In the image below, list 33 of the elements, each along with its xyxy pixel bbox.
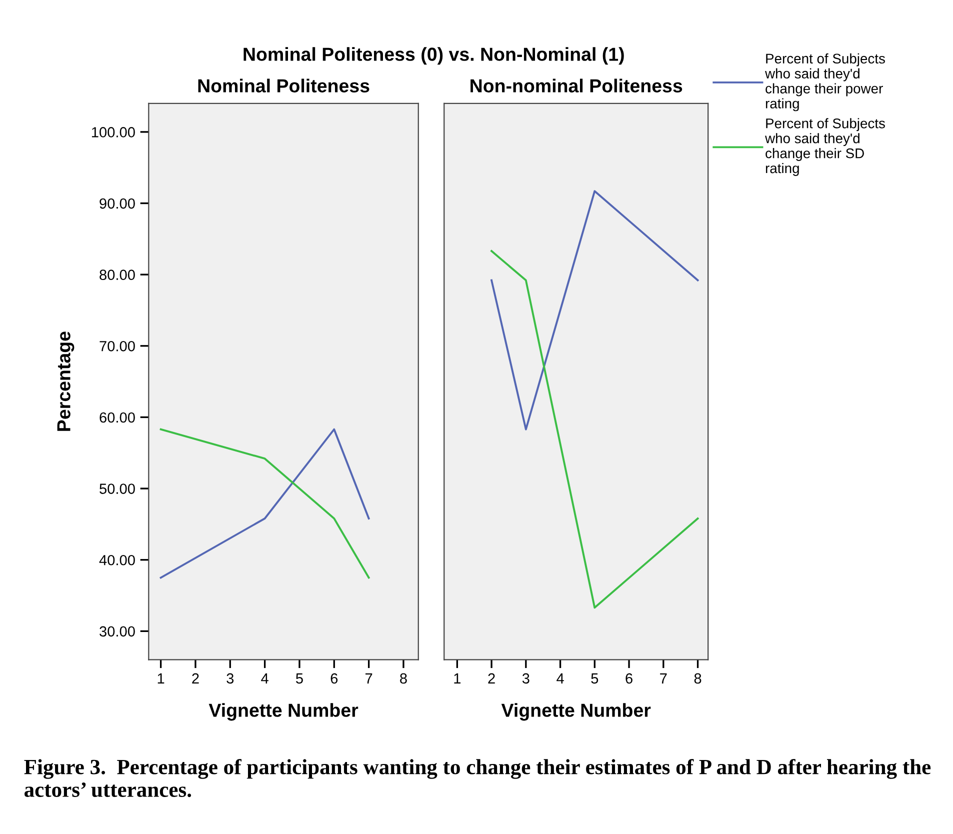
y-tick-label: 40.00 [99, 554, 135, 566]
x-tick-label: 2 [488, 673, 495, 684]
x-tick-label: 1 [158, 673, 164, 684]
x-tick-label: 5 [296, 673, 303, 684]
y-tick-label: 100.00 [92, 127, 135, 138]
legend-label: Percent of Subjects who said they'd change their SD rating [765, 118, 885, 176]
x-tick-label: 1 [454, 673, 461, 684]
y-tick-label: 50.00 [100, 484, 135, 494]
x-tick-label: 3 [226, 673, 234, 684]
x-tick-label: 7 [365, 673, 372, 684]
x-tick-label: 6 [626, 673, 632, 684]
y-tick-label: 90.00 [100, 198, 135, 209]
x-tick-label: 2 [192, 673, 199, 684]
x-tick-label: 7 [660, 673, 667, 684]
chart-title: Non-nominal Politeness [470, 78, 682, 92]
x-tick-label: 5 [591, 673, 598, 684]
x-tick-label: 4 [556, 673, 564, 684]
y-tick-label: 60.00 [100, 412, 135, 423]
x-axis-title: Vignette Number [501, 703, 651, 721]
x-tick-label: 6 [330, 673, 338, 684]
y-tick-label: 30.00 [100, 626, 135, 637]
x-tick-label: 3 [522, 673, 530, 684]
caption: Figure 3. Percentage of participants wanting to change their estimates of P and D after hearing the actors’ utterances. [24, 758, 931, 798]
x-tick-label: 8 [694, 673, 702, 684]
y-tick-label: 70.00 [100, 340, 135, 352]
legend-label: Percent of Subjects who said they'd change their power rating [765, 53, 885, 112]
chart-title: Nominal Politeness [198, 78, 370, 92]
text: Nominal Politeness (0) vs. Non-Nominal (1) [244, 47, 624, 65]
x-tick-label: 8 [400, 673, 407, 684]
x-axis-title: Vignette Number [208, 703, 358, 721]
x-tick-label: 4 [261, 673, 268, 684]
y-axis-title: Percentage [57, 332, 74, 431]
y-tick-label: 80.00 [100, 270, 135, 280]
